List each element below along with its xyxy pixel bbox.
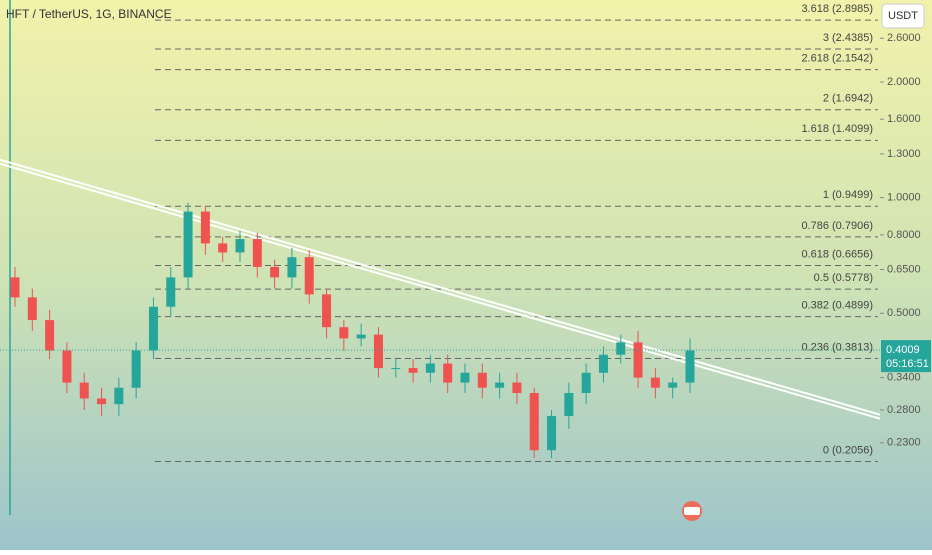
candle-body [287, 257, 297, 278]
y-tick-label: 0.5000 [887, 307, 921, 319]
fib-label: 3.618 (2.8985) [801, 3, 873, 15]
y-tick-label: 1.0000 [887, 192, 921, 204]
candle-body [547, 416, 557, 451]
price-label: 0.4009 [886, 344, 920, 356]
candle-body [477, 372, 487, 388]
candle-body [668, 382, 678, 388]
candle-body [373, 334, 383, 369]
fib-label: 2 (1.6942) [823, 93, 873, 105]
candle-body [685, 350, 695, 383]
candle-body [616, 342, 626, 355]
candle-body [62, 350, 72, 383]
fib-label: 0.382 (0.4899) [801, 300, 873, 312]
y-tick-label: 0.2800 [887, 404, 921, 416]
candle-body [200, 211, 210, 244]
fib-label: 0.618 (0.6656) [801, 248, 873, 260]
currency-button-label[interactable]: USDT [888, 10, 918, 22]
candle-body [356, 334, 366, 339]
fib-label: 0.5 (0.5778) [814, 272, 873, 284]
candle-body [598, 354, 608, 373]
candle-body [114, 387, 124, 405]
y-tick-label: 1.6000 [887, 113, 921, 125]
fib-label: 0 (0.2056) [823, 444, 873, 456]
fib-label: 1 (0.9499) [823, 189, 873, 201]
y-tick-label: 2.0000 [887, 76, 921, 88]
y-tick-label: 0.6500 [887, 263, 921, 275]
candle-body [10, 277, 20, 298]
candle-body [581, 372, 591, 394]
candle-body [322, 294, 332, 328]
candle-body [148, 306, 158, 351]
fib-label: 1.618 (1.4099) [801, 123, 873, 135]
candle-body [425, 363, 435, 373]
candle-body [166, 277, 176, 307]
candle-body [408, 368, 418, 373]
candle-body [443, 363, 453, 383]
currency-button[interactable] [881, 3, 925, 29]
candle-body [391, 368, 401, 370]
candle-body [183, 211, 193, 278]
candle-body [27, 297, 37, 321]
candle-body [270, 266, 280, 278]
fib-label: 0.786 (0.7906) [801, 220, 873, 232]
trendline [0, 162, 881, 420]
price-badge [881, 340, 931, 373]
candle-body [252, 239, 262, 267]
candle-body [460, 372, 470, 383]
candle-body [650, 377, 660, 388]
fib-label: 3 (2.4385) [823, 32, 873, 44]
candle-body [304, 257, 314, 295]
candle-body [529, 393, 539, 451]
candle-body [564, 393, 574, 417]
y-tick-label: 0.2300 [887, 437, 921, 449]
candle-body [339, 327, 349, 339]
countdown: 05:16:51 [886, 358, 929, 370]
candle-body [45, 320, 55, 351]
candle-body [97, 398, 107, 405]
candle-body [633, 342, 643, 378]
candle-body [79, 382, 89, 399]
candle-body [131, 350, 141, 388]
candle-body [512, 382, 522, 394]
y-tick-label: 0.3400 [887, 372, 921, 384]
fib-label: 0.236 (0.3813) [801, 341, 873, 353]
candle-body [495, 382, 505, 388]
event-icon-flag [684, 507, 700, 515]
y-tick-label: 0.8000 [887, 229, 921, 241]
candle-body [235, 239, 245, 253]
y-tick-label: 2.6000 [887, 32, 921, 44]
symbol-title: HFT / TetherUS, 1G, BINANCE [6, 7, 172, 21]
candle-body [218, 243, 228, 253]
y-tick-label: 1.3000 [887, 148, 921, 160]
fib-label: 2.618 (2.1542) [801, 53, 873, 65]
trendline [0, 158, 881, 416]
